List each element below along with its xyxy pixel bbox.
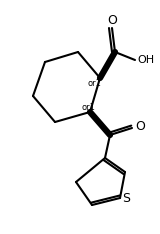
Text: or1: or1 [88, 80, 102, 88]
Text: OH: OH [137, 55, 154, 65]
Text: or1: or1 [82, 103, 96, 113]
Text: S: S [122, 191, 130, 205]
Text: O: O [135, 121, 145, 134]
Text: O: O [107, 14, 117, 27]
